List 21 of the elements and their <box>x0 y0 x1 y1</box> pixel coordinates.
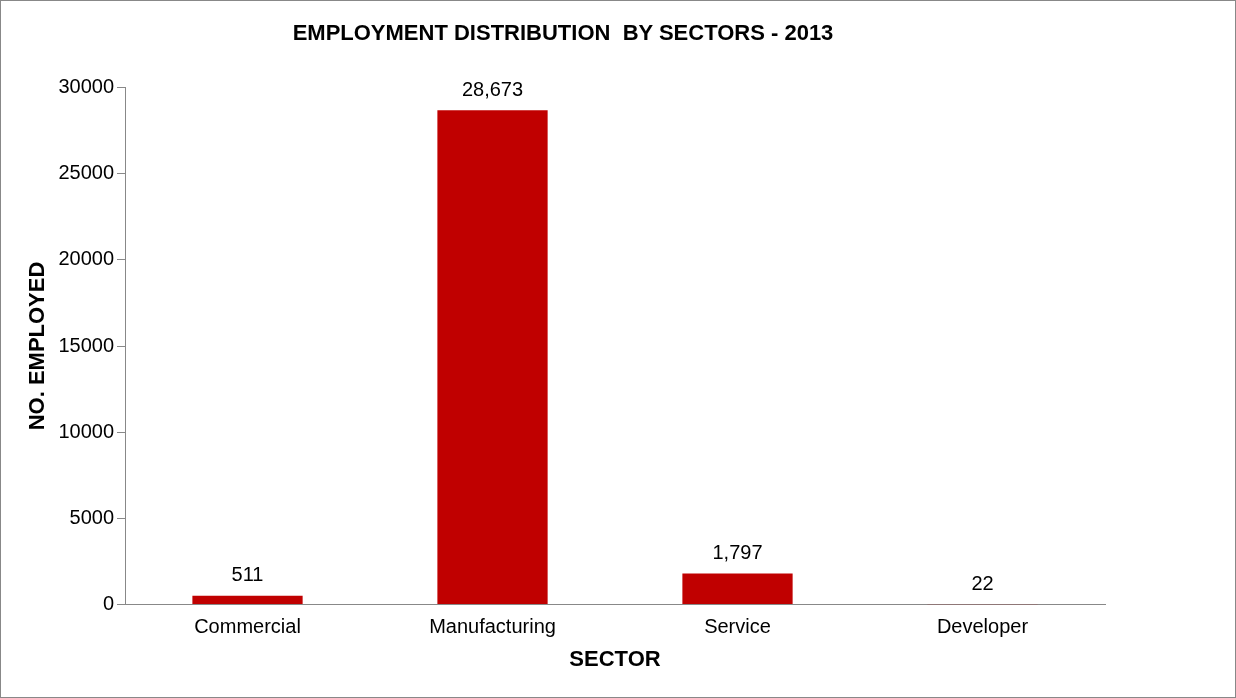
bar <box>437 110 548 605</box>
x-axis-title: SECTOR <box>569 645 661 671</box>
x-tick-label: Manufacturing <box>429 615 556 638</box>
bar <box>192 595 303 605</box>
data-label: 511 <box>231 563 264 586</box>
y-tick-label: 5000 <box>69 505 115 528</box>
y-tick-label: 30000 <box>58 74 115 97</box>
x-tick-label: Commercial <box>194 615 301 638</box>
chart-title: EMPLOYMENT DISTRIBUTION BY SECTORS - 2013 <box>292 20 834 46</box>
data-label: 28,673 <box>461 77 524 100</box>
y-axis-title: NO. EMPLOYED <box>24 261 50 431</box>
x-tick-label: Service <box>704 615 771 638</box>
y-tick-label: 10000 <box>58 419 115 442</box>
y-tick-label: 0 <box>102 592 115 615</box>
y-tick-label: 20000 <box>58 247 115 270</box>
bar <box>682 573 793 605</box>
y-tick-label: 25000 <box>58 161 115 184</box>
data-label: 1,797 <box>712 541 763 564</box>
y-tick-label: 15000 <box>58 333 115 356</box>
x-tick-label: Developer <box>936 615 1029 638</box>
data-label: 22 <box>971 571 994 594</box>
